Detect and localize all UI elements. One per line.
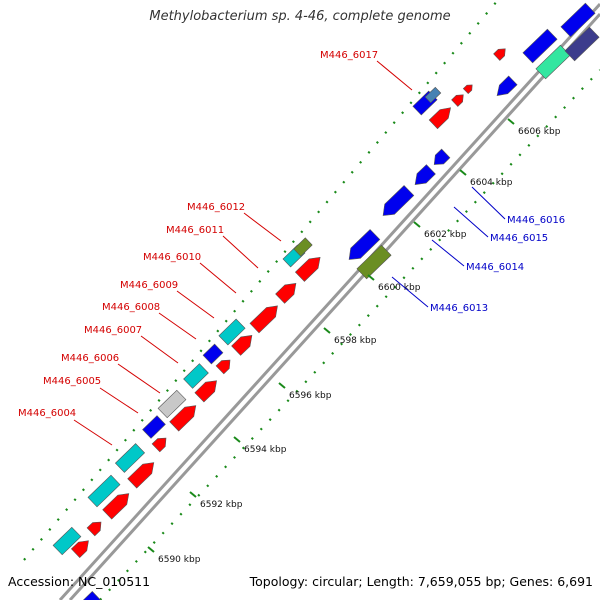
inner-tick-track bbox=[99, 69, 600, 600]
gene-arrow bbox=[382, 185, 415, 216]
gene-block bbox=[293, 237, 313, 257]
gene-block bbox=[142, 415, 166, 439]
tick-label: 6594 kbp bbox=[244, 445, 287, 455]
tick-label: 6600 kbp bbox=[378, 283, 421, 293]
gene-label: M446_6010 bbox=[143, 252, 201, 263]
gene-callout-line bbox=[376, 60, 413, 91]
gene-block bbox=[202, 343, 224, 365]
gene-arrow bbox=[102, 493, 130, 520]
gene-block bbox=[560, 2, 596, 38]
gene-arrow bbox=[151, 437, 167, 453]
gene-arrow bbox=[462, 84, 473, 95]
backbone-line bbox=[68, 12, 600, 600]
gene-arrow bbox=[348, 229, 381, 260]
gene-block bbox=[564, 26, 600, 62]
gene-label: M446_6011 bbox=[166, 225, 224, 236]
gene-label: M446_6014 bbox=[466, 262, 524, 273]
gene-callout-line bbox=[158, 312, 197, 340]
tick-label: 6606 kbp bbox=[518, 127, 561, 137]
tick-label: 6604 kbp bbox=[470, 178, 513, 188]
gene-arrow bbox=[428, 107, 451, 130]
gene-callout-line bbox=[73, 419, 113, 446]
tick-mark bbox=[413, 221, 421, 228]
tick-mark bbox=[323, 327, 331, 334]
tick-mark bbox=[147, 546, 155, 553]
gene-label: M446_6006 bbox=[61, 353, 119, 364]
gene-arrow bbox=[194, 380, 217, 403]
gene-arrow bbox=[249, 305, 278, 334]
gene-label: M446_6015 bbox=[490, 233, 548, 244]
gene-arrow bbox=[433, 148, 451, 165]
accession-label: Accession: NC_010511 bbox=[8, 574, 151, 589]
gene-callout-line bbox=[431, 239, 465, 267]
gene-arrow bbox=[169, 405, 197, 432]
gene-label: M446_6005 bbox=[43, 376, 101, 387]
gene-block bbox=[218, 318, 246, 346]
genome-summary-label: Topology: circular; Length: 7,659,055 bp… bbox=[249, 574, 593, 589]
tick-mark bbox=[278, 382, 286, 389]
gene-callout-line bbox=[117, 363, 161, 394]
gene-arrow bbox=[215, 359, 231, 375]
backbone-line bbox=[58, 2, 600, 600]
gene-block bbox=[157, 389, 187, 419]
gene-arrow bbox=[496, 75, 518, 96]
tick-mark bbox=[367, 274, 375, 281]
tick-mark bbox=[459, 169, 467, 176]
gene-callout-line bbox=[471, 186, 506, 220]
tick-label: 6590 kbp bbox=[158, 555, 201, 565]
gene-label: M446_6016 bbox=[507, 215, 565, 226]
gene-arrow bbox=[275, 283, 297, 304]
gene-arrow bbox=[414, 164, 436, 185]
gene-block bbox=[356, 244, 392, 280]
tick-label: 6598 kbp bbox=[334, 336, 377, 346]
gene-callout-line bbox=[140, 335, 179, 364]
gene-callout-line bbox=[99, 387, 139, 414]
tick-mark bbox=[189, 491, 197, 498]
tick-mark bbox=[507, 118, 515, 125]
gene-block bbox=[52, 526, 82, 556]
gene-arrow bbox=[70, 540, 89, 559]
gene-label: M446_6008 bbox=[102, 302, 160, 313]
gene-block bbox=[522, 28, 558, 64]
gene-arrow bbox=[86, 521, 102, 537]
gene-arrow bbox=[294, 256, 321, 282]
gene-arrow bbox=[493, 48, 506, 61]
gene-label: M446_6009 bbox=[120, 280, 178, 291]
gene-arrow bbox=[451, 94, 464, 107]
gene-block bbox=[87, 474, 121, 508]
tick-mark bbox=[233, 436, 241, 443]
gene-callout-line bbox=[222, 235, 259, 269]
map-title: Methylobacterium sp. 4-46, complete geno… bbox=[149, 9, 451, 24]
tick-label: 6602 kbp bbox=[424, 230, 467, 240]
tick-label: 6592 kbp bbox=[200, 500, 243, 510]
gene-label: M446_6007 bbox=[84, 325, 142, 336]
gene-label: M446_6012 bbox=[187, 202, 245, 213]
gene-block bbox=[82, 590, 101, 600]
gene-arrow bbox=[231, 335, 253, 356]
tick-label: 6596 kbp bbox=[289, 391, 332, 401]
gene-label: M446_6004 bbox=[18, 408, 76, 419]
gene-callout-line bbox=[243, 212, 282, 242]
gene-callout-line bbox=[453, 206, 489, 238]
gene-block bbox=[183, 363, 209, 389]
gene-label: M446_6013 bbox=[430, 303, 488, 314]
gene-arrow bbox=[127, 462, 155, 489]
gene-callout-line bbox=[199, 262, 237, 294]
outer-tick-track bbox=[23, 0, 499, 561]
gene-callout-line bbox=[391, 276, 429, 308]
gene-label: M446_6017 bbox=[320, 50, 378, 61]
gene-block bbox=[114, 443, 146, 473]
gene-block bbox=[424, 86, 442, 104]
gene-callout-line bbox=[176, 290, 215, 319]
